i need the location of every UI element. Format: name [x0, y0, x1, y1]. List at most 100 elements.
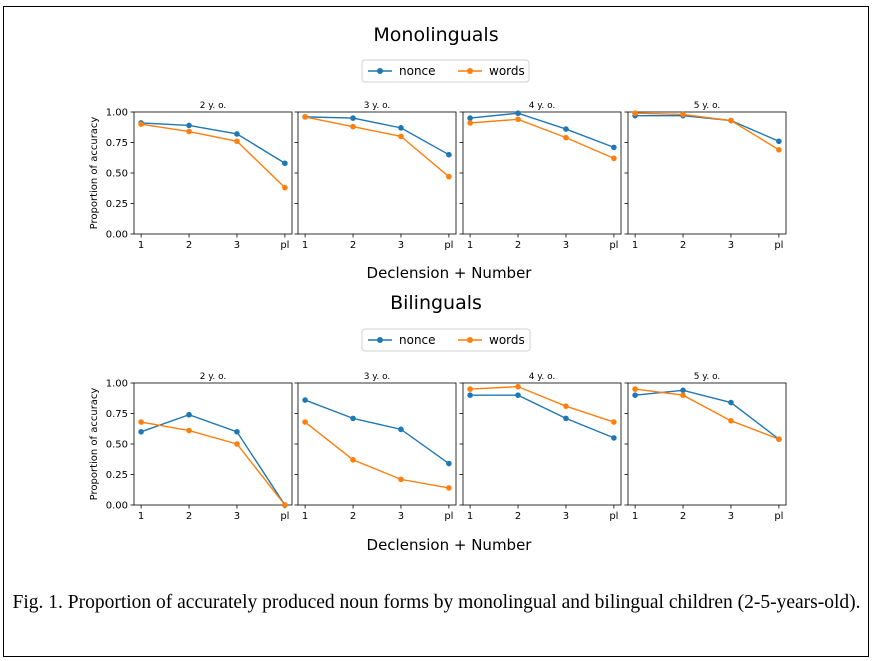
bilinguals-panel-3-point-nonce-2 [515, 392, 521, 399]
bilinguals-panel-4-point-words-pl [776, 436, 782, 442]
bilinguals-legend-marker-nonce [377, 337, 383, 343]
monolinguals-panel-2-point-words-3 [398, 133, 404, 140]
bilinguals-panel-4-xtick-label-2: 2 [680, 511, 686, 522]
bilinguals-panel-1-point-words-1 [138, 419, 144, 425]
monolinguals-panel-3-point-nonce-3 [563, 126, 569, 132]
monolinguals-panel-1-title: 2 y. o. [200, 101, 227, 111]
monolinguals-panel-3-point-words-1 [467, 120, 473, 126]
monolinguals-panel-1-ytick-label-1: 0.25 [106, 199, 128, 210]
monolinguals-panel-1-point-nonce-2 [186, 122, 192, 129]
monolinguals-ylabel: Proportion of accuracy [89, 117, 100, 230]
monolinguals-panel-2-xtick-label-1: 1 [302, 240, 308, 251]
bilinguals-panel-2-xtick-label-3: 3 [398, 511, 404, 522]
monolinguals-panel-2-line-words [304, 116, 450, 178]
monolinguals-panel-2-line-nonce [305, 116, 450, 156]
monolinguals-panel-3-axes [462, 111, 622, 235]
bilinguals-panel-1-point-words-2 [186, 427, 192, 434]
monolinguals-panel-3-xtick-label-3: 3 [563, 240, 569, 251]
monolinguals-panel-3-line-words [470, 118, 615, 160]
monolinguals-panel-1-ytick-label-2: 0.50 [106, 169, 128, 180]
monolinguals-panel-1-xtick-label-4: pl [280, 240, 289, 251]
bilinguals-legend-label-words: words [489, 333, 525, 347]
bilinguals-legend-marker-words [467, 337, 473, 343]
monolinguals-panel-2-xtick-label-4: pl [444, 240, 453, 251]
bilinguals-panel-1-ytick-label-2: 0.50 [106, 440, 128, 451]
monolinguals-panel-2-xtick-label-2: 2 [350, 240, 356, 251]
bilinguals-panel-3-point-nonce-3 [563, 415, 569, 422]
monolinguals-legend-label-nonce: nonce [399, 64, 436, 78]
bilinguals-panel-4-xtick-label-1: 1 [632, 511, 638, 522]
bilinguals-panel-3-title: 4 y. o. [529, 372, 556, 382]
monolinguals-panel-1-ytick-label-4: 1.00 [106, 108, 128, 119]
bilinguals-legend-label-nonce: nonce [399, 333, 436, 347]
bilinguals-panel-2-title: 3 y. o. [364, 372, 391, 382]
monolinguals-panel-2-point-words-pl [446, 173, 452, 180]
monolinguals-panel-1-line-words [141, 123, 286, 189]
bilinguals-panel-4-xtick-label-4: pl [774, 511, 783, 522]
monolinguals-panel-2-title: 3 y. o. [364, 101, 391, 111]
bilinguals-panel-4-xtick-label-3: 3 [728, 511, 734, 522]
monolinguals-panel-4-point-nonce-pl [776, 138, 782, 145]
bilinguals-panel-2-point-nonce-pl [446, 460, 452, 467]
bilinguals-panel-2-line-words [304, 421, 450, 489]
bilinguals-panel-4-point-nonce-3 [728, 399, 734, 406]
bilinguals-panel-2-xtick-label-2: 2 [350, 511, 356, 522]
bilinguals-panel-1-xtick-label-4: pl [280, 511, 289, 522]
bilinguals-panel-2-point-nonce-3 [398, 426, 404, 433]
bilinguals-panel-3-point-words-1 [467, 386, 473, 392]
bilinguals-panel-1-point-nonce-1 [138, 429, 144, 435]
bilinguals-panel-4-point-words-1 [632, 386, 638, 392]
bilinguals-panel-3-xtick-label-2: 2 [515, 511, 521, 522]
monolinguals-panel-1-xtick-label-2: 2 [186, 240, 192, 251]
monolinguals-xlabel: Declension + Number [367, 264, 533, 282]
bilinguals-panel-2-line-nonce [304, 399, 450, 465]
monolinguals-panel-1-axes [133, 111, 293, 235]
bilinguals-panel-3-point-words-pl [611, 419, 617, 425]
monolinguals-panel-2-point-words-1 [302, 114, 308, 120]
bilinguals-panel-3-xtick-label-3: 3 [563, 511, 569, 522]
monolinguals-legend-label-words: words [489, 64, 525, 78]
monolinguals-panel-4-xtick-label-2: 2 [680, 240, 686, 251]
monolinguals-panel-4-line-words [635, 112, 780, 151]
monolinguals-panel-2-point-words-2 [350, 123, 356, 130]
figure-frame [3, 6, 869, 657]
bilinguals-panel-2-point-words-pl [446, 485, 452, 491]
bilinguals-panel-1-xtick-label-2: 2 [186, 511, 192, 522]
monolinguals-panel-1-line-nonce [141, 122, 286, 164]
monolinguals-panel-2-point-nonce-3 [398, 125, 404, 131]
monolinguals-panel-1-xtick-label-1: 1 [138, 240, 144, 251]
monolinguals-panel-1-ytick-label-0: 0.00 [106, 230, 128, 241]
bilinguals-panel-4-point-words-3 [728, 418, 734, 424]
bilinguals-panel-4-axes [627, 382, 787, 506]
bilinguals-panel-4-point-nonce-2 [680, 387, 686, 394]
bilinguals-ylabel: Proportion of accuracy [89, 388, 100, 501]
bilinguals-panel-4-title: 5 y. o. [694, 372, 721, 382]
monolinguals-panel-3-point-nonce-pl [611, 144, 617, 151]
monolinguals-title: Monolinguals [373, 24, 498, 46]
bilinguals-panel-2-xtick-label-4: pl [444, 511, 453, 522]
bilinguals-title: Bilinguals [390, 292, 482, 314]
monolinguals-panel-3-point-words-pl [611, 155, 617, 162]
monolinguals-panel-4-axes [627, 111, 787, 235]
monolinguals-panel-3-point-words-3 [563, 134, 569, 141]
bilinguals-panel-1-ytick-label-0: 0.00 [106, 501, 128, 512]
monolinguals-panel-4-xtick-label-1: 1 [632, 240, 638, 251]
bilinguals-panel-3-point-words-3 [563, 403, 569, 409]
bilinguals-xlabel: Declension + Number [367, 536, 533, 554]
monolinguals-panel-4-xtick-label-3: 3 [728, 240, 734, 251]
monolinguals-panel-3-title: 4 y. o. [529, 101, 556, 111]
bilinguals-panel-4-line-words [635, 388, 780, 440]
figure-svg: Monolinguals nonce words Proportion of accu… [89, 24, 787, 554]
monolinguals-panel-3-point-nonce-1 [467, 115, 473, 121]
monolinguals-panel-3-xtick-label-1: 1 [467, 240, 473, 251]
monolinguals-panel-2-point-nonce-pl [446, 151, 452, 158]
monolinguals-panel-4-point-words-1 [632, 110, 638, 117]
monolinguals-panel-4-point-words-pl [776, 147, 782, 153]
monolinguals-panel-4-point-words-2 [680, 111, 686, 118]
monolinguals-panel-4-point-words-3 [728, 117, 734, 124]
bilinguals-panel-3-xtick-label-1: 1 [467, 511, 473, 522]
bilinguals-panel-1-ytick-label-4: 1.00 [106, 379, 128, 390]
monolinguals-panel-1-point-words-3 [234, 138, 240, 145]
monolinguals-panel-3-point-nonce-2 [515, 110, 521, 117]
bilinguals-panel-2-point-nonce-2 [350, 415, 356, 422]
